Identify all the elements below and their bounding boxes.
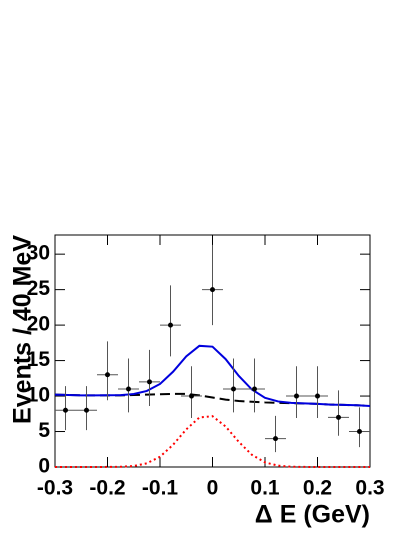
- data-point: [336, 414, 341, 420]
- x-tick-label: -0.1: [142, 477, 179, 500]
- x-tick-label: 0.1: [250, 477, 280, 500]
- y-tick-label: 10: [27, 384, 50, 407]
- data-point: [210, 287, 215, 293]
- data-point: [105, 372, 110, 378]
- y-tick-label: 20: [27, 313, 50, 336]
- data-point: [357, 429, 362, 435]
- data-point: [84, 407, 89, 413]
- data-point: [273, 436, 278, 442]
- y-tick-label: 0: [38, 455, 50, 478]
- data-point: [63, 407, 68, 413]
- data-point: [189, 393, 194, 399]
- y-tick-label: 25: [27, 277, 51, 300]
- x-axis-label: Δ E (GeV): [255, 501, 370, 529]
- x-tick-label: 0: [207, 477, 219, 500]
- data-point: [168, 322, 173, 328]
- data-point: [147, 379, 152, 385]
- x-tick-label: 0.3: [355, 477, 384, 500]
- x-tick-label: 0.2: [303, 477, 332, 500]
- fit-curve: [55, 415, 370, 468]
- x-tick-label: -0.2: [89, 477, 125, 500]
- data-point: [126, 386, 131, 392]
- y-axis-label: Events / 40 MeV: [9, 235, 37, 424]
- y-tick-label: 5: [38, 419, 50, 442]
- data-point: [315, 393, 320, 399]
- data-point: [231, 386, 236, 392]
- data-point: [294, 393, 299, 399]
- data-point: [252, 386, 257, 392]
- y-tick-label: 30: [27, 242, 50, 265]
- y-tick-label: 15: [27, 348, 51, 371]
- x-tick-label: -0.3: [37, 477, 73, 500]
